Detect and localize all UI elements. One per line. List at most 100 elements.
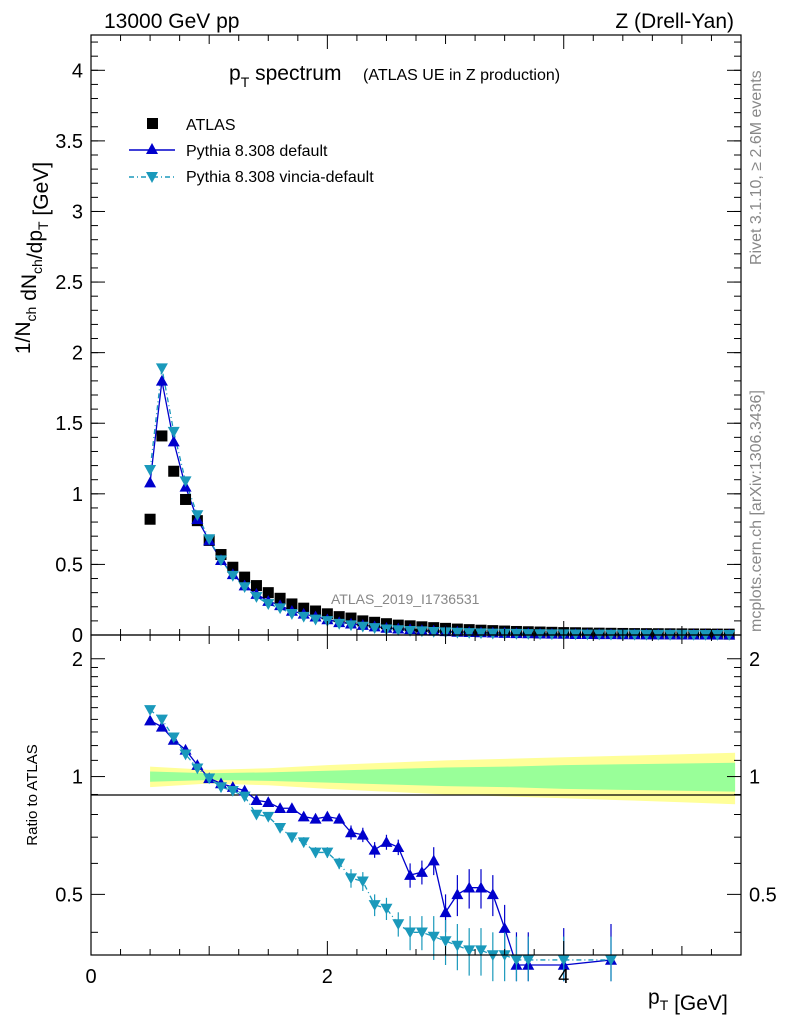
data-point bbox=[180, 493, 192, 505]
y-tick-label: 1 bbox=[72, 484, 83, 506]
legend-label-default: Pythia 8.308 default bbox=[186, 143, 328, 160]
ratio-ylabel: Ratio to ATLAS bbox=[24, 744, 41, 845]
ratio-band-inner bbox=[150, 762, 736, 792]
data-point bbox=[191, 510, 204, 521]
ratio-point bbox=[203, 773, 216, 785]
y-tick-label: 0 bbox=[72, 625, 83, 647]
ratio-line-default bbox=[149, 720, 612, 966]
svg-text:pT [GeV]: pT [GeV] bbox=[648, 986, 728, 1015]
ratio-point bbox=[557, 955, 570, 966]
ratio-axis-ticks: 0 2 4 0.5 0.5 1 1 2 2 bbox=[55, 635, 777, 988]
main-panel: 0 0.5 1 1.5 2 2.5 3 3.5 4 bbox=[55, 34, 742, 647]
data-point bbox=[475, 628, 487, 640]
ratio-point bbox=[368, 900, 381, 911]
data-point bbox=[226, 570, 239, 582]
ratio-panel: 0 2 4 0.5 0.5 1 1 2 2 bbox=[55, 634, 777, 988]
x-tick-label: 0 bbox=[85, 966, 96, 988]
ratio-point bbox=[451, 888, 464, 900]
ratio-point bbox=[155, 720, 168, 732]
ratio-point bbox=[179, 749, 192, 761]
ratio-point bbox=[274, 802, 287, 814]
ratio-point bbox=[297, 810, 310, 822]
data-point bbox=[144, 476, 157, 488]
ratio-point bbox=[415, 866, 428, 877]
data-point bbox=[262, 599, 275, 610]
ratio-point bbox=[309, 847, 322, 859]
data-point bbox=[168, 465, 180, 477]
data-point bbox=[144, 465, 157, 476]
data-point bbox=[297, 611, 310, 623]
ratio-point bbox=[321, 810, 334, 822]
series-line-vincia bbox=[149, 368, 730, 636]
header-right: Z (Drell-Yan) bbox=[615, 10, 734, 33]
ratio-point bbox=[392, 841, 405, 852]
ratio-point bbox=[368, 843, 381, 855]
ratio-point bbox=[226, 785, 239, 797]
ratio-point bbox=[463, 881, 476, 893]
data-point bbox=[238, 582, 251, 593]
y-tick-label: 2.5 bbox=[55, 272, 83, 294]
data-point bbox=[286, 598, 298, 610]
data-point bbox=[356, 621, 369, 633]
ratio-point bbox=[605, 955, 617, 966]
ratio-point bbox=[262, 796, 275, 808]
data-point bbox=[156, 430, 168, 442]
ratio-y-tick-label: 0.5 bbox=[749, 884, 777, 906]
ratio-point bbox=[144, 705, 157, 716]
data-point bbox=[345, 620, 357, 632]
data-point bbox=[463, 628, 476, 639]
side-label-top: Rivet 3.1.10, ≥ 2.6M events bbox=[748, 70, 765, 265]
data-point bbox=[368, 623, 381, 634]
y-tick-label: 1.5 bbox=[55, 413, 83, 435]
ratio-point bbox=[392, 919, 405, 931]
data-point bbox=[333, 618, 346, 630]
data-point bbox=[179, 476, 192, 488]
ratio-point bbox=[167, 732, 180, 744]
data-point bbox=[250, 592, 263, 603]
ratio-plot-area bbox=[144, 705, 617, 982]
main-ylabel: 1/Nch dNch/dpT [GeV] bbox=[12, 162, 53, 354]
header-left: 13000 GeV pp bbox=[104, 10, 239, 33]
ratio-point bbox=[215, 782, 227, 794]
x-tick-label: 4 bbox=[558, 966, 569, 988]
ratio-y-tick-label: 0.5 bbox=[55, 884, 83, 906]
data-point bbox=[427, 626, 440, 638]
ratio-point bbox=[238, 791, 251, 803]
ratio-point bbox=[439, 906, 452, 918]
legend-marker-atlas bbox=[147, 118, 158, 129]
y-tick-label: 0.5 bbox=[55, 554, 83, 576]
x-tick-label: 2 bbox=[322, 966, 333, 988]
y-tick-label: 2 bbox=[72, 343, 83, 365]
data-point bbox=[486, 628, 499, 640]
data-point bbox=[227, 561, 239, 573]
ratio-point bbox=[463, 945, 476, 957]
ratio-point bbox=[356, 876, 369, 888]
ratio-point bbox=[345, 873, 357, 885]
plot-title-detail: (ATLAS UE in Z production) bbox=[363, 67, 560, 84]
ratio-point bbox=[475, 945, 487, 957]
plot-title-sub: T bbox=[241, 74, 250, 90]
ratio-point bbox=[451, 940, 464, 952]
ratio-point bbox=[380, 836, 393, 847]
ratio-point bbox=[427, 854, 440, 866]
analysis-tag: ATLAS_2019_I1736531 bbox=[331, 591, 480, 607]
ratio-point bbox=[250, 794, 263, 806]
ratio-line-vincia bbox=[149, 709, 611, 961]
ratio-point bbox=[486, 888, 499, 900]
ratio-point bbox=[356, 828, 369, 840]
ratio-point bbox=[345, 826, 357, 838]
ratio-point bbox=[155, 714, 168, 726]
data-point bbox=[250, 580, 262, 592]
ratio-point bbox=[415, 927, 428, 939]
ratio-point bbox=[427, 931, 440, 943]
ratio-point bbox=[439, 936, 452, 948]
plot-title-p: p bbox=[229, 62, 241, 85]
ratio-point bbox=[144, 714, 157, 726]
ratio-point bbox=[522, 955, 535, 966]
ratio-y-tick-label: 2 bbox=[72, 649, 83, 671]
ratio-point bbox=[285, 832, 298, 844]
data-point bbox=[144, 513, 156, 525]
data-point bbox=[274, 592, 286, 604]
side-label-bottom: mcplots.cern.ch [arXiv:1306.3436] bbox=[748, 390, 765, 632]
